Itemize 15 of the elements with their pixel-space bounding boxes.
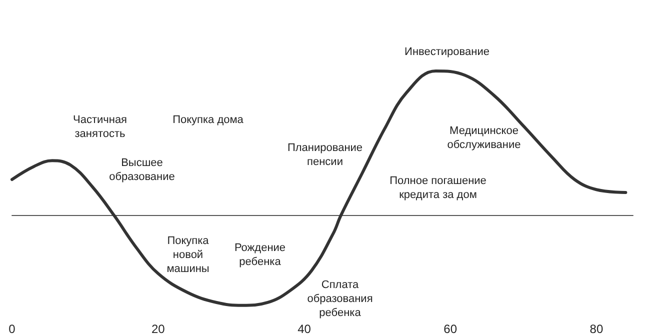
x-tick-label: 80	[590, 322, 604, 335]
annotation: Покупка дома	[172, 114, 244, 126]
annotation: Медицинское обслуживание	[447, 125, 521, 151]
text: Инвестирование	[404, 46, 490, 58]
x-tick-label: 20	[151, 322, 166, 335]
annotation: Высшее образование	[109, 157, 175, 183]
annotation: Частичная занятость	[72, 114, 128, 140]
x-tick-label: 60	[444, 322, 458, 335]
annotation: Полное погашение кредита за дом	[390, 175, 486, 201]
annotation: Планирование пенсии	[287, 142, 363, 168]
annotation: Сплата образования ребенка	[307, 279, 373, 319]
annotation: Рождение ребенка	[234, 242, 286, 268]
annotation: Покупка новой машины	[166, 235, 210, 275]
x-tick-label: 0	[8, 322, 16, 335]
x-tick-label: 40	[298, 322, 312, 335]
